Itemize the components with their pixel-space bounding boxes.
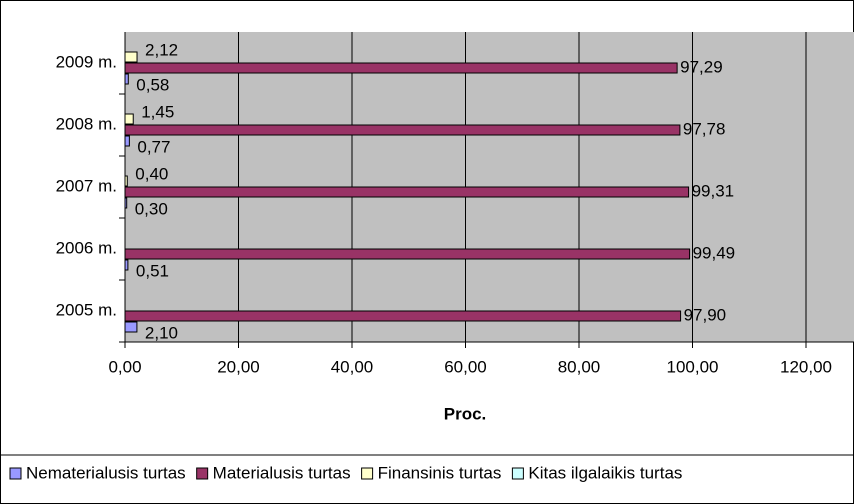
bar: [124, 124, 681, 136]
bar: [124, 62, 678, 74]
legend-swatch: [511, 467, 524, 480]
y-tick-label: 2007 m.: [56, 176, 117, 195]
data-label: 2,10: [145, 323, 178, 342]
data-label: 97,29: [680, 57, 723, 76]
data-label: 97,78: [683, 119, 726, 138]
legend-swatch: [9, 467, 22, 480]
bar: [124, 310, 682, 322]
x-tick-label: 0,00: [108, 357, 141, 376]
x-tick-label: 20,00: [217, 357, 260, 376]
data-label: 99,49: [693, 243, 736, 262]
bar: [124, 259, 129, 271]
x-tick-label: 100,00: [667, 357, 719, 376]
data-label: 0,51: [136, 261, 169, 280]
data-label: 99,31: [692, 181, 735, 200]
data-label: 2,12: [145, 40, 178, 59]
data-label: 97,90: [684, 305, 727, 324]
bar: [124, 73, 129, 85]
x-tick-label: 80,00: [558, 357, 601, 376]
legend-label: Kitas ilgalaikis turtas: [528, 463, 682, 482]
x-tick-label: 120,00: [780, 357, 832, 376]
y-tick-label: 2009 m.: [56, 52, 117, 71]
data-label: 0,58: [136, 75, 169, 94]
legend-swatch: [196, 467, 209, 480]
y-tick-label: 2005 m.: [56, 300, 117, 319]
bar: [124, 113, 134, 125]
bar: [124, 197, 128, 209]
legend-label: Finansinis turtas: [378, 463, 502, 482]
bar: [124, 321, 138, 333]
y-tick-label: 2008 m.: [56, 114, 117, 133]
data-label: 0,40: [135, 164, 168, 183]
x-tick-label: 60,00: [444, 357, 487, 376]
x-tick-label: 40,00: [331, 357, 374, 376]
x-axis-title: Proc.: [444, 404, 487, 423]
y-tick-label: 2006 m.: [56, 238, 117, 257]
data-label: 0,30: [135, 199, 168, 218]
bar: [124, 248, 691, 260]
bar: [124, 175, 128, 187]
bar: [124, 135, 130, 147]
legend-label: Nematerialusis turtas: [26, 463, 186, 482]
data-label: 1,45: [141, 102, 174, 121]
legend-label: Materialusis turtas: [213, 463, 351, 482]
data-label: 0,77: [137, 137, 170, 156]
legend-swatch: [361, 467, 374, 480]
bar: [124, 51, 138, 63]
bar: [124, 186, 690, 198]
